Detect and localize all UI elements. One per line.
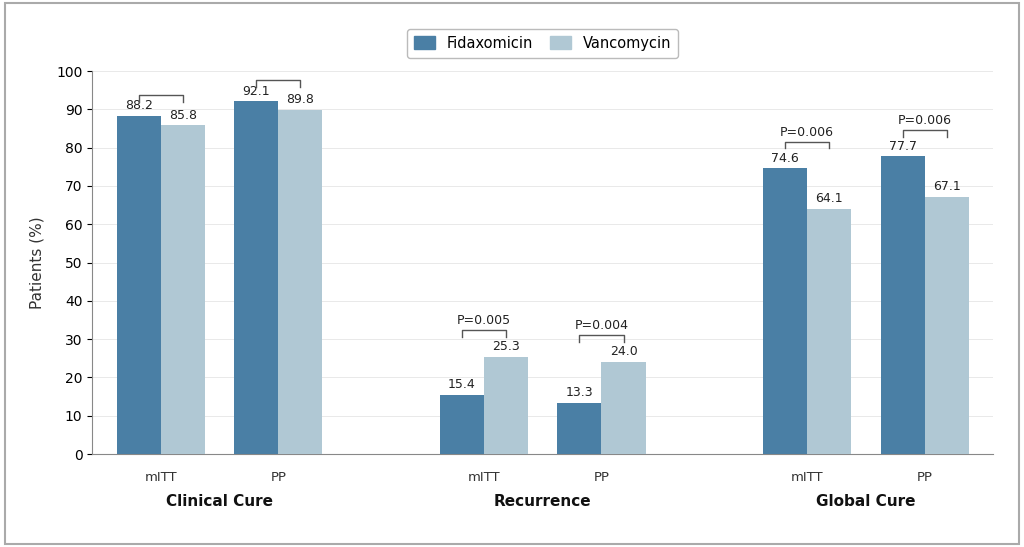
Text: P=0.006: P=0.006 [780, 125, 835, 138]
Text: mITT: mITT [791, 471, 823, 484]
Text: PP: PP [594, 471, 609, 484]
Text: 25.3: 25.3 [493, 340, 520, 353]
Bar [279, 110, 323, 454]
Text: Clinical Cure: Clinical Cure [166, 494, 273, 509]
Text: PP: PP [270, 471, 287, 484]
Text: 77.7: 77.7 [889, 139, 916, 153]
Bar [925, 197, 969, 454]
Text: 13.3: 13.3 [565, 386, 593, 399]
Bar [601, 362, 645, 454]
Bar [234, 101, 279, 454]
Text: 88.2: 88.2 [125, 100, 153, 113]
Text: mITT: mITT [144, 471, 177, 484]
Bar [117, 117, 161, 454]
Bar [161, 125, 205, 454]
Bar [881, 156, 925, 454]
Text: 85.8: 85.8 [169, 109, 197, 121]
Text: PP: PP [916, 471, 933, 484]
Text: 89.8: 89.8 [287, 94, 314, 106]
Text: 92.1: 92.1 [243, 85, 270, 97]
Text: 64.1: 64.1 [815, 192, 843, 205]
Bar [484, 357, 528, 454]
Bar [557, 403, 601, 454]
Text: Global Cure: Global Cure [816, 494, 915, 509]
Legend: Fidaxomicin, Vancomycin: Fidaxomicin, Vancomycin [408, 28, 678, 58]
Bar [440, 395, 484, 454]
Text: Recurrence: Recurrence [494, 494, 592, 509]
Text: 24.0: 24.0 [609, 345, 637, 358]
Text: 67.1: 67.1 [933, 181, 961, 193]
Text: mITT: mITT [468, 471, 501, 484]
Text: P=0.005: P=0.005 [457, 315, 511, 327]
Text: P=0.006: P=0.006 [898, 114, 951, 127]
Bar [807, 208, 851, 454]
Bar [763, 168, 807, 454]
Text: P=0.004: P=0.004 [574, 319, 629, 332]
Text: 74.6: 74.6 [771, 152, 799, 165]
Text: 15.4: 15.4 [449, 378, 476, 391]
Y-axis label: Patients (%): Patients (%) [30, 216, 45, 309]
